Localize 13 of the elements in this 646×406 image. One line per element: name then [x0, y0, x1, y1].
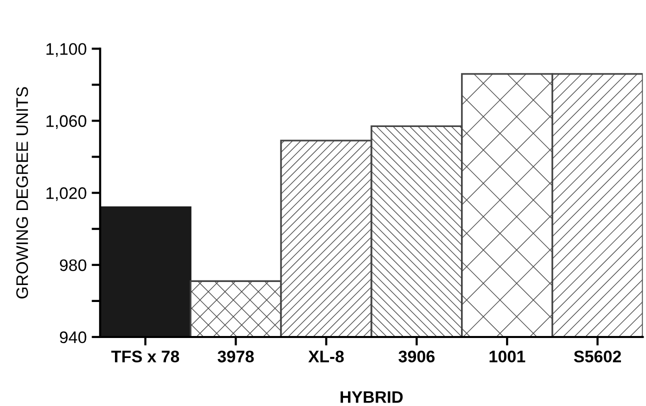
x-tick-label: 1001	[490, 350, 526, 362]
x-tick-label: S5602	[574, 350, 621, 362]
y-axis-title: GROWING DEGREE UNITS	[16, 87, 28, 298]
y-tick-label: 1,020	[46, 187, 86, 202]
x-tick-label: 3906	[398, 350, 435, 362]
x-tick-label: TFS x 78	[111, 350, 180, 362]
x-axis-title: HYBRID	[340, 391, 403, 403]
y-tick-label: 1,100	[46, 43, 86, 57]
x-tick-label: XL-8	[308, 350, 344, 362]
x-tick-label: 3978	[218, 350, 254, 362]
y-tick-label: 980	[60, 259, 86, 272]
y-tick-label: 940	[60, 331, 86, 344]
y-tick-label: 1,060	[46, 115, 86, 129]
